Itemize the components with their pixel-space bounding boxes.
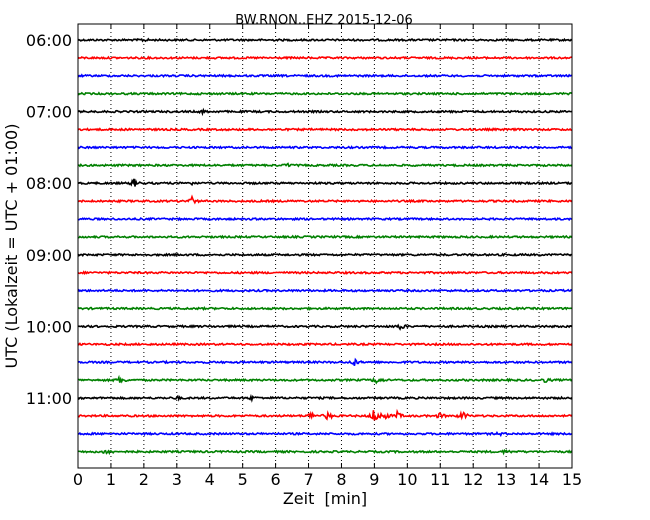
trace-line: [77, 91, 573, 96]
x-axis-label: Zeit [min]: [283, 489, 367, 508]
trace-line: [77, 127, 573, 132]
trace-line: [77, 37, 573, 43]
trace-line: [77, 323, 573, 331]
trace-line: [77, 144, 573, 150]
trace-line: [77, 194, 573, 205]
trace-line: [77, 374, 573, 385]
y-tick-label: 08:00: [26, 174, 72, 193]
x-tick-label: 5: [238, 470, 248, 489]
y-axis-label: UTC (Lokalzeit = UTC + 01:00): [2, 124, 21, 369]
x-tick-label: 7: [303, 470, 313, 489]
y-axis: 06:00 07:00 08:00 09:00 10:00 11:00: [26, 31, 572, 408]
x-tick-label: 14: [529, 470, 549, 489]
trace-line: [77, 270, 573, 276]
x-tick-label: 2: [139, 470, 149, 489]
y-tick-label: 10:00: [26, 317, 72, 336]
y-tick-label: 07:00: [26, 103, 72, 122]
trace-line: [77, 252, 573, 258]
trace-line: [77, 431, 573, 438]
x-tick-label: 8: [336, 470, 346, 489]
trace-line: [77, 288, 573, 293]
trace-line: [77, 234, 573, 240]
x-tick-label: 11: [430, 470, 450, 489]
chart-title: BW.RNON..EHZ 2015-12-06: [235, 13, 413, 28]
trace-line: [77, 408, 573, 421]
trace-line: [77, 55, 573, 61]
x-tick-label: 13: [496, 470, 516, 489]
trace-line: [77, 107, 573, 117]
x-tick-label: 10: [397, 470, 417, 489]
x-tick-label: 4: [205, 470, 215, 489]
x-axis: 0 1 2 3 4 5 6 7 8 9 10 11 12 13 14 15: [73, 24, 582, 489]
trace-line: [77, 341, 573, 347]
y-tick-label: 09:00: [26, 246, 72, 265]
x-tick-label: 6: [271, 470, 281, 489]
trace-line: [77, 305, 573, 311]
grid-lines: [110, 24, 540, 468]
trace-line: [78, 216, 573, 222]
x-tick-label: 9: [369, 470, 379, 489]
x-tick-label: 1: [106, 470, 116, 489]
x-tick-label: 0: [73, 470, 83, 489]
y-tick-label: 06:00: [26, 31, 72, 50]
x-tick-label: 12: [463, 470, 483, 489]
trace-line: [77, 162, 573, 168]
trace-group: [77, 37, 573, 456]
y-tick-label: 11:00: [26, 389, 72, 408]
trace-line: [77, 393, 573, 403]
trace-line: [77, 178, 573, 187]
trace-line: [77, 73, 573, 79]
trace-line: [77, 357, 573, 367]
x-tick-label: 3: [172, 470, 182, 489]
plot-frame: [77, 23, 573, 469]
trace-line: [77, 448, 573, 456]
x-tick-label: 15: [562, 470, 582, 489]
